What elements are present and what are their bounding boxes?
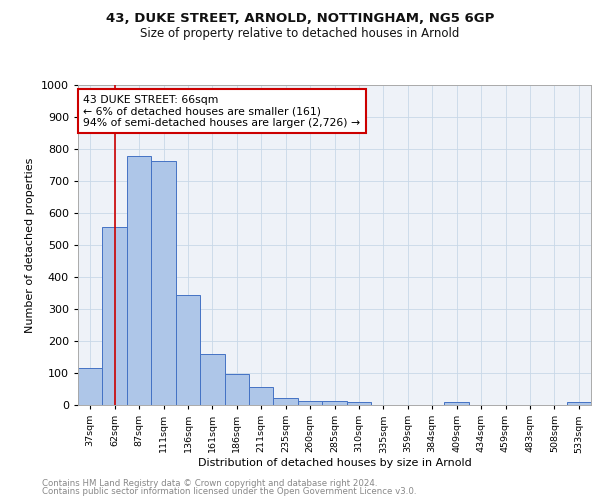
X-axis label: Distribution of detached houses by size in Arnold: Distribution of detached houses by size … xyxy=(197,458,472,468)
Bar xyxy=(322,400,347,405)
Bar xyxy=(445,402,469,405)
Text: Contains public sector information licensed under the Open Government Licence v3: Contains public sector information licen… xyxy=(42,487,416,496)
Text: Size of property relative to detached houses in Arnold: Size of property relative to detached ho… xyxy=(140,28,460,40)
Y-axis label: Number of detached properties: Number of detached properties xyxy=(25,158,35,332)
Bar xyxy=(151,161,176,405)
Text: 43, DUKE STREET, ARNOLD, NOTTINGHAM, NG5 6GP: 43, DUKE STREET, ARNOLD, NOTTINGHAM, NG5… xyxy=(106,12,494,26)
Bar xyxy=(274,398,298,405)
Text: Contains HM Land Registry data © Crown copyright and database right 2024.: Contains HM Land Registry data © Crown c… xyxy=(42,478,377,488)
Bar xyxy=(103,228,127,405)
Text: 43 DUKE STREET: 66sqm
← 6% of detached houses are smaller (161)
94% of semi-deta: 43 DUKE STREET: 66sqm ← 6% of detached h… xyxy=(83,94,360,128)
Bar xyxy=(200,354,224,405)
Bar xyxy=(249,388,274,405)
Bar xyxy=(347,402,371,405)
Bar xyxy=(127,156,151,405)
Bar xyxy=(176,294,200,405)
Bar xyxy=(78,368,103,405)
Bar xyxy=(566,402,591,405)
Bar xyxy=(224,374,249,405)
Bar xyxy=(298,400,322,405)
